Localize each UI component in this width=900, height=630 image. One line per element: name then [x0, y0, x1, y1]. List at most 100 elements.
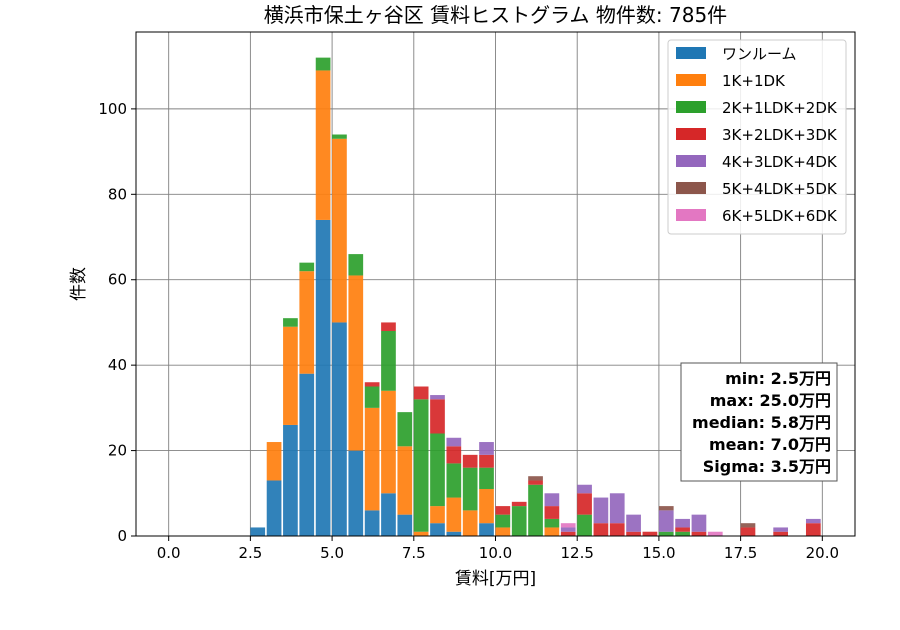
bar-segment — [691, 531, 707, 536]
bar-segment — [479, 523, 494, 536]
bar-segment — [266, 480, 282, 536]
x-tick-label: 0.0 — [157, 544, 181, 562]
bar-segment — [299, 262, 315, 272]
bar-segment — [364, 382, 380, 387]
bar-segment — [593, 497, 609, 524]
bar-segment — [348, 254, 364, 276]
bar-segment — [658, 510, 674, 532]
bar-segment — [544, 527, 560, 536]
bar-segment — [609, 493, 625, 524]
bar-segment — [479, 442, 494, 455]
stats-line: Sigma: 3.5万円 — [703, 457, 831, 476]
x-tick-label: 17.5 — [724, 544, 757, 562]
legend-label: 2K+1LDK+2DK — [722, 99, 838, 117]
y-tick-label: 20 — [108, 442, 127, 460]
bar-segment — [511, 506, 527, 536]
bar-segment — [675, 527, 690, 532]
bar-segment — [577, 484, 592, 494]
bar-segment — [397, 514, 413, 536]
bar-segment — [593, 523, 609, 536]
bar-segment — [381, 390, 396, 494]
bar-segment — [446, 437, 462, 447]
bar-segment — [348, 450, 364, 536]
bar-segment — [560, 523, 576, 528]
bar-segment — [430, 523, 445, 536]
bar-segment — [544, 493, 560, 507]
bar-segment — [430, 433, 445, 507]
bar-segment — [479, 454, 494, 468]
bar-segment — [446, 446, 462, 464]
legend-label: 3K+2LDK+3DK — [722, 126, 838, 144]
bar-segment — [446, 463, 462, 498]
bar-segment — [364, 407, 380, 511]
x-tick-label: 15.0 — [642, 544, 675, 562]
stats-line: max: 25.0万円 — [710, 391, 831, 410]
stats-line: min: 2.5万円 — [725, 369, 831, 388]
bar-segment — [560, 531, 576, 536]
bar-segment — [332, 322, 347, 536]
legend-swatch — [676, 101, 706, 113]
bar-segment — [283, 326, 298, 425]
bar-segment — [805, 523, 821, 536]
bar-segment — [332, 138, 347, 323]
bar-segment — [348, 275, 364, 451]
bar-segment — [413, 531, 429, 536]
bar-segment — [430, 399, 445, 434]
x-tick-label: 12.5 — [561, 544, 594, 562]
y-tick-label: 80 — [108, 185, 127, 203]
legend-swatch — [676, 209, 706, 221]
bar-segment — [462, 510, 478, 536]
bar-segment — [544, 518, 560, 528]
bar-segment — [528, 476, 543, 481]
legend: ワンルーム 1K+1DK 2K+1LDK+2DK 3K+2LDK+3DK 4K+3LDK… — [667, 39, 847, 235]
bar-segment — [397, 412, 413, 447]
bar-segment — [250, 527, 266, 536]
bar-segment — [364, 386, 380, 408]
legend-swatch — [676, 155, 706, 167]
bar-segment — [381, 493, 396, 536]
bar-segment — [511, 501, 527, 507]
bar-segment — [479, 489, 494, 524]
bar-segment — [528, 480, 543, 485]
stats-frame — [680, 362, 838, 482]
bar-segment — [675, 518, 690, 528]
bar-segment — [773, 527, 789, 532]
bar-segment — [495, 506, 511, 515]
legend-swatch — [676, 47, 706, 59]
x-axis-label: 賃料[万円] — [455, 569, 536, 589]
legend-box — [667, 39, 847, 235]
bar-segment — [332, 134, 347, 139]
bar-segment — [495, 514, 511, 528]
bar-segment — [299, 271, 315, 374]
bar-segment — [381, 322, 396, 331]
x-tick-label: 20.0 — [806, 544, 839, 562]
legend-label: 1K+1DK — [722, 72, 786, 90]
y-tick-label: 100 — [98, 100, 127, 118]
bar-segment — [642, 531, 658, 536]
chart-title: 横浜市保土ヶ谷区 賃料ヒストグラム 物件数: 785件 — [264, 3, 727, 27]
bar-segment — [675, 531, 690, 536]
bar-segment — [266, 442, 282, 481]
legend-label: 6K+5LDK+6DK — [722, 207, 838, 225]
bar-segment — [430, 506, 445, 524]
bar-segment — [560, 527, 576, 532]
bar-segment — [805, 518, 821, 524]
legend-swatch — [676, 74, 706, 86]
bar-segment — [315, 57, 331, 71]
y-tick-label: 40 — [108, 356, 127, 374]
bar-segment — [413, 399, 429, 532]
bar-segment — [299, 373, 315, 536]
bar-segment — [283, 318, 298, 327]
bar-segment — [462, 454, 478, 468]
bar-segment — [397, 446, 413, 515]
bar-segment — [544, 506, 560, 519]
legend-label: 5K+4LDK+5DK — [722, 180, 838, 198]
stats-line: median: 5.8万円 — [692, 413, 831, 432]
bar-segment — [658, 506, 674, 511]
bar-segment — [381, 330, 396, 391]
bar-segment — [626, 514, 641, 532]
stats-box: min: 2.5万円 max: 25.0万円 median: 5.8万円 mean: … — [680, 362, 838, 482]
bar-segment — [315, 219, 331, 537]
bar-segment — [283, 424, 298, 536]
